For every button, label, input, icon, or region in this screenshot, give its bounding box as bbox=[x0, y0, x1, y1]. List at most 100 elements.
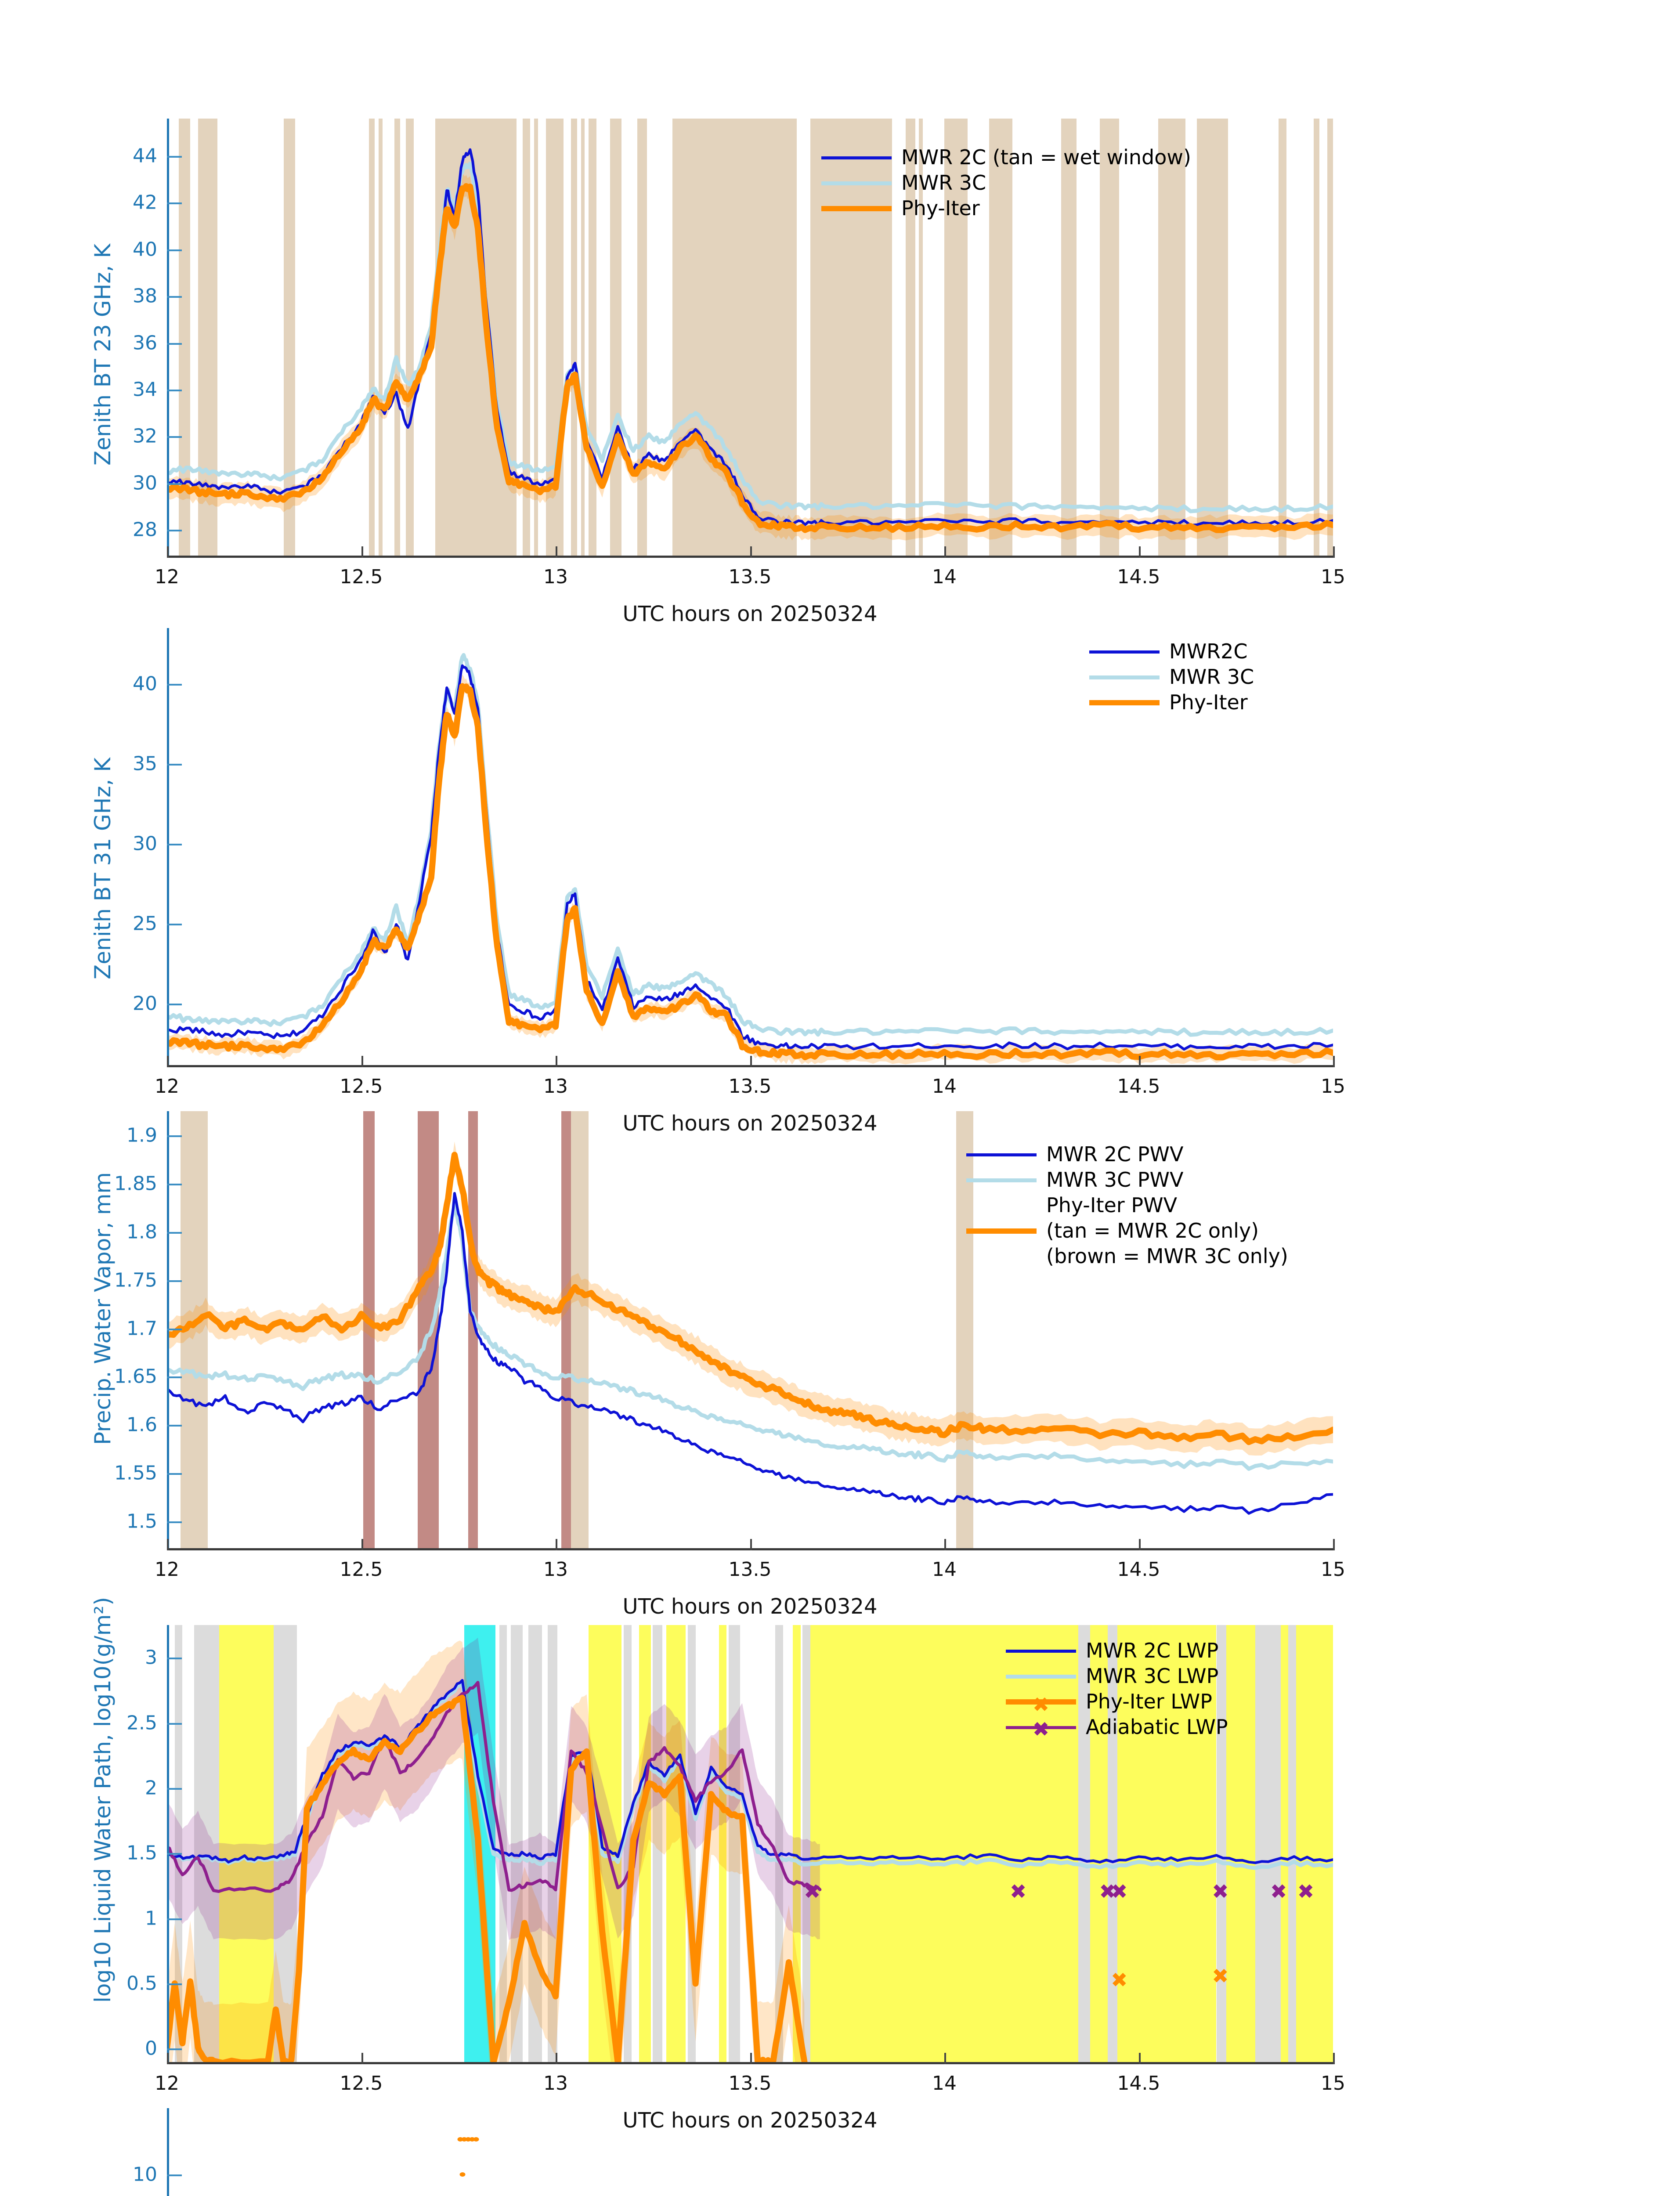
legend-item[interactable]: ✖ Adiabatic LWP bbox=[1006, 1715, 1228, 1740]
shaded-band-tan bbox=[522, 119, 531, 558]
marker-x: ✖ bbox=[1111, 1879, 1128, 1903]
legend-item[interactable]: MWR 3C bbox=[821, 170, 1191, 196]
series-line-phy-iter-lwp bbox=[167, 1694, 808, 2064]
x-tick-mark bbox=[556, 2053, 557, 2064]
x-axis-label: UTC hours on 20250324 bbox=[622, 1111, 878, 1136]
y-tick-mark bbox=[167, 530, 182, 532]
x-tick-label: 13.5 bbox=[728, 566, 772, 588]
shaded-band-grey bbox=[528, 1625, 542, 2064]
x-tick-label: 13 bbox=[543, 1075, 568, 1098]
y-tick-mark bbox=[167, 1232, 182, 1234]
scatter-point bbox=[459, 2172, 466, 2177]
y-tick-mark bbox=[167, 249, 182, 251]
series-line-mwr-2c bbox=[167, 148, 1333, 527]
x-tick-label: 15 bbox=[1321, 1075, 1345, 1098]
y-tick-mark bbox=[167, 1473, 182, 1475]
shaded-band-grey bbox=[174, 1625, 183, 2064]
legend-item[interactable]: MWR 2C LWP bbox=[1006, 1638, 1228, 1664]
x-tick-mark bbox=[167, 1539, 169, 1550]
y-tick-mark bbox=[167, 1788, 182, 1790]
legend-item[interactable]: (brown = MWR 3C only) bbox=[966, 1244, 1288, 1269]
shaded-band-tan bbox=[534, 119, 538, 558]
plot-area-lwp: ✖ ✖ ✖ ✖ ✖ ✖ ✖ ✖ ✖ bbox=[167, 1625, 1333, 2064]
legend-label: MWR 3C bbox=[1169, 665, 1254, 689]
legend-label: Adiabatic LWP bbox=[1086, 1715, 1228, 1739]
legend-item[interactable]: (tan = MWR 2C only) bbox=[966, 1218, 1288, 1244]
shaded-band-brown bbox=[468, 1111, 478, 1550]
series-layer-bt23 bbox=[167, 148, 1333, 541]
legend-item[interactable]: MWR2C bbox=[1089, 639, 1254, 665]
shaded-band-tan bbox=[919, 119, 923, 558]
legend-item[interactable]: Phy-Iter bbox=[821, 196, 1191, 221]
x-tick-mark bbox=[944, 546, 946, 558]
y-tick-mark bbox=[167, 1425, 182, 1427]
x-tick-label: 12 bbox=[155, 1075, 179, 1098]
y-tick-label: 1.7 bbox=[126, 1317, 157, 1340]
y-tick-mark bbox=[167, 1853, 182, 1855]
legend-label: MWR 2C LWP bbox=[1086, 1639, 1219, 1663]
y-tick-label: 30 bbox=[133, 472, 157, 495]
shaded-band-tan bbox=[610, 119, 622, 558]
shaded-band-tan bbox=[1100, 119, 1120, 558]
shaded-band-brown bbox=[417, 1111, 439, 1550]
x-tick-mark bbox=[556, 1056, 557, 1067]
legend-bt23: MWR 2C (tan = wet window) MWR 3C Phy-Iter bbox=[821, 145, 1191, 221]
legend-label: MWR2C bbox=[1169, 639, 1248, 664]
legend-item[interactable]: MWR 2C PWV bbox=[966, 1142, 1288, 1167]
shaded-band-tan bbox=[1158, 119, 1185, 558]
x-tick-label: 14.5 bbox=[1117, 2072, 1160, 2095]
marker-x: ✖ bbox=[1212, 1964, 1229, 1988]
y-tick-label: 1.5 bbox=[126, 1842, 157, 1864]
legend-item[interactable]: Phy-Iter PWV bbox=[966, 1193, 1288, 1218]
x-tick-mark bbox=[750, 1539, 752, 1550]
y-tick-mark bbox=[167, 923, 182, 925]
x-tick-label: 13.5 bbox=[728, 2072, 772, 2095]
x-axis-label: UTC hours on 20250324 bbox=[622, 2108, 878, 2133]
shaded-band-tan bbox=[956, 1111, 974, 1550]
series-layer-pwv bbox=[167, 1141, 1333, 1515]
y-tick-label: 3 bbox=[145, 1646, 157, 1669]
legend-label: Phy-Iter PWV bbox=[1046, 1193, 1178, 1217]
legend-item[interactable]: MWR 3C LWP bbox=[1006, 1664, 1228, 1689]
x-tick-label: 12.5 bbox=[340, 566, 383, 588]
marker-x: ✖ bbox=[1099, 1879, 1116, 1903]
legend-item[interactable]: Phy-Iter bbox=[1089, 690, 1254, 715]
y-tick-mark bbox=[167, 1658, 182, 1660]
shaded-band-yellow bbox=[219, 1625, 274, 2064]
shaded-band-tan bbox=[1313, 119, 1320, 558]
shaded-band-grey bbox=[499, 1625, 507, 2064]
shaded-band-grey bbox=[194, 1625, 220, 2064]
y-tick-mark bbox=[167, 2174, 182, 2176]
y-tick-label: 1.5 bbox=[126, 1510, 157, 1533]
marker-x: ✖ bbox=[1111, 1968, 1128, 1992]
x-tick-label: 14 bbox=[932, 1558, 957, 1581]
shaded-band-tan bbox=[283, 119, 296, 558]
legend-item[interactable]: MWR 3C PWV bbox=[966, 1167, 1288, 1193]
shaded-band-tan bbox=[379, 119, 383, 558]
legend-swatch bbox=[1089, 700, 1160, 705]
legend-item[interactable]: MWR 3C bbox=[1089, 665, 1254, 690]
shaded-band-yellow bbox=[1226, 1625, 1255, 2064]
series-line-mwr-3c bbox=[167, 653, 1333, 1037]
marker-x: ✖ bbox=[1297, 1879, 1315, 1903]
y-tick-mark bbox=[167, 1918, 182, 1920]
x-tick-label: 14.5 bbox=[1117, 1075, 1160, 1098]
y-tick-mark bbox=[167, 202, 182, 205]
marker-x: ✖ bbox=[804, 1879, 821, 1903]
scatter-point bbox=[457, 2137, 463, 2142]
x-tick-label: 12 bbox=[155, 1558, 179, 1581]
legend-item[interactable]: ✖ Phy-Iter LWP bbox=[1006, 1689, 1228, 1715]
marker-x: ✖ bbox=[1010, 1879, 1027, 1903]
plot-area-dqflag bbox=[167, 2108, 1333, 2196]
x-tick-label: 13 bbox=[543, 2072, 568, 2095]
legend-item[interactable]: MWR 2C (tan = wet window) bbox=[821, 145, 1191, 170]
x-axis-label: UTC hours on 20250324 bbox=[622, 602, 878, 626]
x-tick-mark bbox=[750, 1056, 752, 1067]
y-tick-label: 1.55 bbox=[114, 1462, 157, 1484]
x-tick-mark bbox=[361, 2053, 363, 2064]
series-layer-lwp: ✖ ✖ ✖✖ ✖ ✖ ✖✖ ✖ bbox=[167, 1637, 1333, 2064]
legend-label: MWR 2C PWV bbox=[1046, 1142, 1184, 1167]
